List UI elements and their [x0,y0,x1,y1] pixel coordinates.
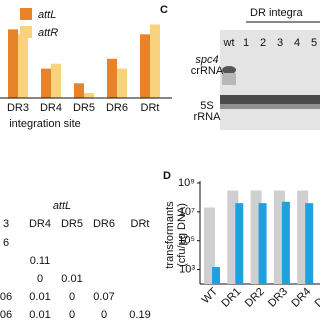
table-cell: 0.01 [61,273,82,285]
x-tick-label: DR2 [243,286,267,310]
lane-label: 3 [277,37,283,49]
table-cell: 06 [0,291,12,303]
bar [250,190,262,284]
bar [212,267,220,284]
lane-label: 1 [243,37,249,49]
table-header: DR5 [61,218,83,230]
bar [150,24,160,98]
table-cell: 0 [69,291,75,303]
legend-swatch [20,8,32,20]
bar [117,68,127,98]
legend-label: attR [38,27,58,39]
x-tick-label: DR3 [7,102,29,114]
x-tick-label: DR4 [289,286,313,310]
bar [305,203,314,284]
bar [273,190,285,284]
bar [297,190,309,284]
table-cell: 0 [101,309,107,320]
gel-row-label: rRNA [194,111,222,123]
bar [74,83,84,98]
bar [140,34,150,98]
bar [235,203,244,284]
table-header: DR6 [93,218,115,230]
gel-row-label: spc4 [195,54,218,66]
table-cell: 0.01 [29,291,50,303]
x-axis-label: integration site [9,118,81,130]
gel-band [220,95,320,104]
bar [84,93,94,98]
table-cell: 0.07 [93,291,114,303]
table-header: DR4 [29,218,51,230]
y-tick-label: 10⁵ [178,235,195,247]
lane-label: 5 [311,37,317,49]
bar [41,68,51,98]
bar [204,207,215,284]
x-tick-label: DR1 [219,286,243,310]
gel-header: DR integra [250,7,303,19]
x-tick-label: DR5 [73,102,95,114]
table-cell: 0.19 [129,309,150,320]
bar [107,58,117,98]
table-header: DRt [131,218,150,230]
y-axis-label: transformants [164,201,176,269]
x-tick-label: DR5 [313,286,320,310]
gel-image [220,30,320,130]
lane-label: 2 [260,37,266,49]
bar [227,190,239,284]
bar [258,203,267,284]
x-tick-label: DR3 [266,286,290,310]
x-tick-label: DR4 [40,102,62,114]
bar [51,63,61,98]
table-cell: 0 [37,273,43,285]
table-cell: 6 [3,237,9,249]
x-tick-label: DRt [141,102,160,114]
bar [8,29,18,98]
y-axis-label: (cfu/μg DNA) [176,203,188,267]
table-cell: 06 [0,309,12,320]
panel-label: D [163,170,171,182]
x-tick-label: DR6 [106,102,128,114]
x-tick-label: WT [200,285,221,306]
bar [18,34,28,98]
bar [281,201,290,284]
gel-band [220,104,320,109]
table-title: attL [53,200,71,212]
y-tick-label: 10⁷ [179,206,195,218]
gel-row-label: 5S [200,100,213,112]
gel-band [222,66,236,74]
y-tick-label: 10⁹ [178,177,195,189]
gel-smear [222,73,236,85]
table-cell: 0 [69,309,75,320]
panel-label: C [160,4,168,16]
table-cell: 0.11 [30,255,51,267]
table-header: 3 [3,218,9,230]
legend-label: attL [38,9,56,21]
table-cell: 0.01 [29,309,50,320]
gel-row-label: crRNA [191,65,224,77]
y-tick-label: 10³ [179,263,195,275]
legend-swatch [20,26,32,38]
lane-label: wt [223,37,235,49]
lane-label: 4 [294,37,300,49]
